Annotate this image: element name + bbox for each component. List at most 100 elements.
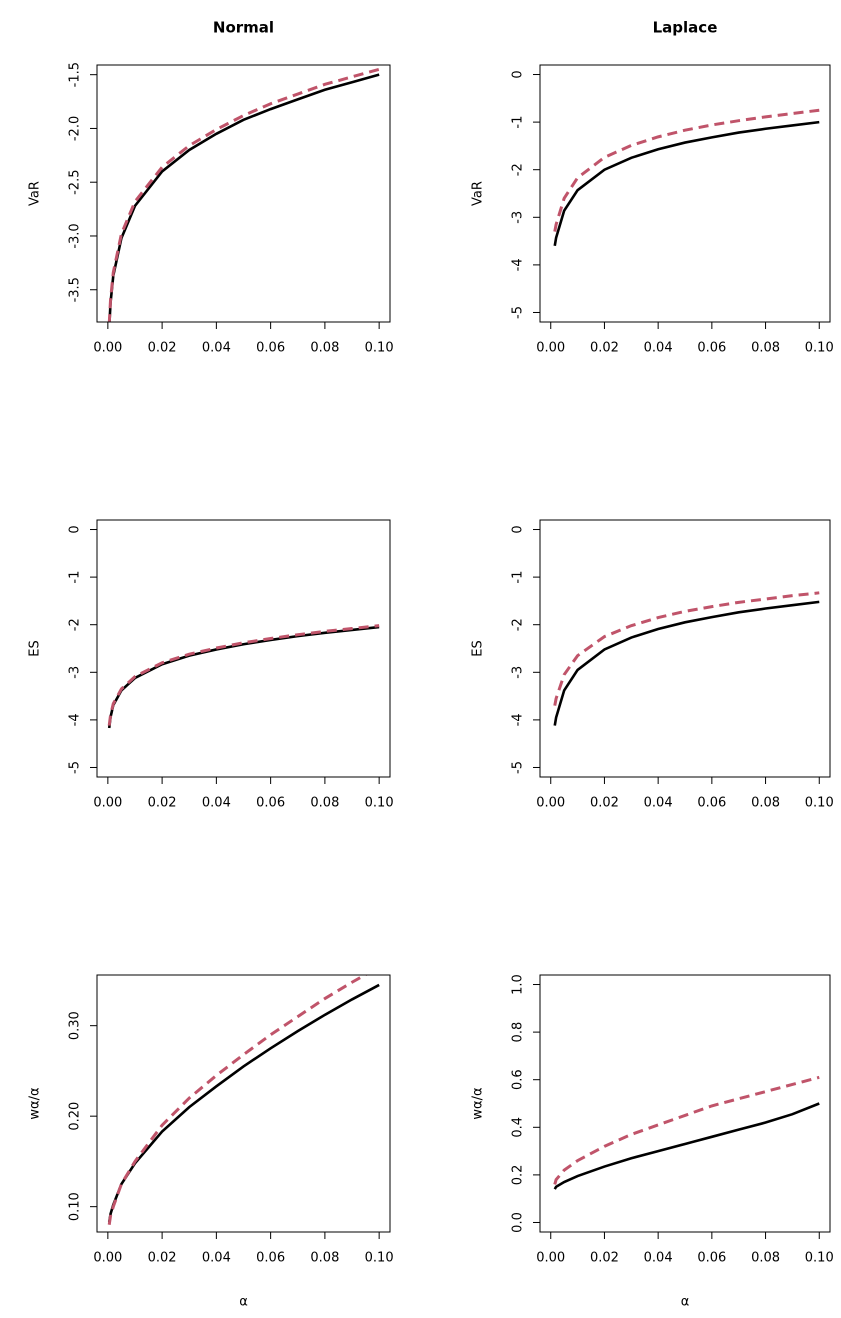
- y-axis-label: wα/α: [471, 1087, 486, 1119]
- series-line: [553, 600, 820, 726]
- x-tick-label: 0.00: [93, 341, 122, 356]
- x-tick-label: 0.02: [148, 341, 177, 356]
- panel: ES 0.00 0.02 0.04 0.06 0.08 0.10 -5 -4 -3 -2 -1 0: [28, 519, 394, 811]
- x-tick-label: 0.02: [590, 796, 619, 811]
- x-tick-label: 0.08: [310, 796, 339, 811]
- x-tick-label: 0.04: [644, 796, 673, 811]
- y-tick-label: 0: [511, 70, 526, 78]
- y-tick-label: -3.0: [68, 223, 83, 248]
- y-tick-label: -2.0: [68, 116, 83, 141]
- y-tick-label: 0: [511, 525, 526, 533]
- series-line: [107, 983, 380, 1223]
- x-tick-label: 0.06: [256, 796, 285, 811]
- y-tick-label: -3: [511, 666, 526, 679]
- plot-frame: [96, 64, 391, 323]
- x-tick-label: 0.10: [365, 341, 394, 356]
- series-line: [553, 108, 820, 232]
- x-tick-label: 0.10: [365, 796, 394, 811]
- plot-frame: [539, 974, 831, 1233]
- series-line: [107, 625, 380, 729]
- x-tick-label: 0.00: [536, 796, 565, 811]
- x-tick-label: 0.00: [93, 1251, 122, 1266]
- y-tick-label: 0.10: [68, 1192, 83, 1221]
- x-tick-label: 0.08: [751, 796, 780, 811]
- y-tick-label: -1.5: [68, 62, 83, 87]
- y-tick-label: -2: [511, 163, 526, 176]
- x-tick-label: 0.10: [805, 341, 834, 356]
- x-tick-label: 0.10: [365, 1251, 394, 1266]
- y-tick-label: -5: [68, 761, 83, 774]
- x-tick-label: 0.06: [256, 341, 285, 356]
- y-tick-label: -3.5: [68, 277, 83, 302]
- panel: Normal VaR 0.00 0.02 0.04 0.06 0.08 0.10 -3.5 -3.…: [28, 19, 394, 356]
- x-tick-label: 0.02: [590, 1251, 619, 1266]
- x-tick-label: 0.04: [644, 341, 673, 356]
- y-tick-label: 0.0: [511, 1212, 526, 1233]
- series-line: [107, 624, 380, 726]
- x-tick-label: 0.06: [697, 341, 726, 356]
- y-tick-label: -5: [511, 761, 526, 774]
- series-line: [107, 975, 368, 1225]
- plot-frame: [539, 519, 831, 778]
- y-axis-label: VaR: [471, 181, 486, 206]
- x-axis-label: α: [681, 1295, 690, 1310]
- panel: Laplace VaR 0.00 0.02 0.04 0.06 0.08 0.10 -5 -4 -3…: [471, 19, 834, 356]
- y-tick-label: -4: [68, 713, 83, 726]
- x-tick-label: 0.06: [256, 1251, 285, 1266]
- y-tick-label: -2: [511, 618, 526, 631]
- y-tick-label: 0.2: [511, 1165, 526, 1186]
- y-tick-label: 0: [68, 525, 83, 533]
- x-tick-label: 0.08: [751, 1251, 780, 1266]
- y-tick-label: -3: [511, 211, 526, 224]
- y-axis-label: ES: [471, 640, 486, 656]
- y-tick-label: -2: [68, 618, 83, 631]
- x-tick-label: 0.04: [202, 796, 231, 811]
- panel: ES 0.00 0.02 0.04 0.06 0.08 0.10 -5 -4 -3 -2 -1 0: [471, 519, 834, 811]
- x-tick-label: 0.08: [310, 1251, 339, 1266]
- y-axis-label: VaR: [28, 181, 43, 206]
- y-tick-label: 0.30: [68, 1011, 83, 1040]
- y-axis-label: wα/α: [28, 1087, 43, 1119]
- x-tick-label: 0.02: [148, 1251, 177, 1266]
- plot-frame: [96, 519, 391, 778]
- panel: wα/α α 0.00 0.02 0.04 0.06 0.08 0.10 0.0 0.2 0.4 0.…: [471, 974, 834, 1309]
- x-tick-label: 0.00: [536, 341, 565, 356]
- y-tick-label: -1: [68, 571, 83, 584]
- x-axis-label: α: [239, 1295, 248, 1310]
- y-tick-label: -2.5: [68, 170, 83, 195]
- y-tick-label: -5: [511, 306, 526, 319]
- x-tick-label: 0.06: [697, 796, 726, 811]
- y-tick-label: -1: [511, 116, 526, 129]
- y-tick-label: 0.20: [68, 1102, 83, 1131]
- y-axis-label: ES: [28, 640, 43, 656]
- series-line: [553, 1102, 820, 1190]
- x-tick-label: 0.02: [590, 341, 619, 356]
- y-tick-label: 0.8: [511, 1022, 526, 1043]
- y-tick-label: -4: [511, 713, 526, 726]
- panel-title: Normal: [213, 19, 274, 37]
- y-tick-label: -1: [511, 571, 526, 584]
- y-tick-label: 0.4: [511, 1117, 526, 1138]
- x-tick-label: 0.04: [202, 341, 231, 356]
- series-line: [553, 591, 820, 706]
- series-line: [553, 120, 820, 247]
- series-line: [107, 67, 380, 322]
- plot-frame: [539, 64, 831, 323]
- panel-title: Laplace: [653, 19, 718, 37]
- y-tick-label: -3: [68, 666, 83, 679]
- x-tick-label: 0.08: [751, 341, 780, 356]
- x-tick-label: 0.08: [310, 341, 339, 356]
- x-tick-label: 0.00: [93, 796, 122, 811]
- x-tick-label: 0.06: [697, 1251, 726, 1266]
- y-tick-label: 1.0: [511, 974, 526, 995]
- x-tick-label: 0.10: [805, 796, 834, 811]
- y-tick-label: -4: [511, 258, 526, 271]
- x-tick-label: 0.02: [148, 796, 177, 811]
- series-line: [108, 73, 380, 322]
- panel: wα/α α 0.00 0.02 0.04 0.06 0.08 0.10 0.10 0.20 0.3…: [28, 974, 394, 1310]
- plot-frame: [96, 974, 391, 1233]
- x-tick-label: 0.04: [644, 1251, 673, 1266]
- x-tick-label: 0.00: [536, 1251, 565, 1266]
